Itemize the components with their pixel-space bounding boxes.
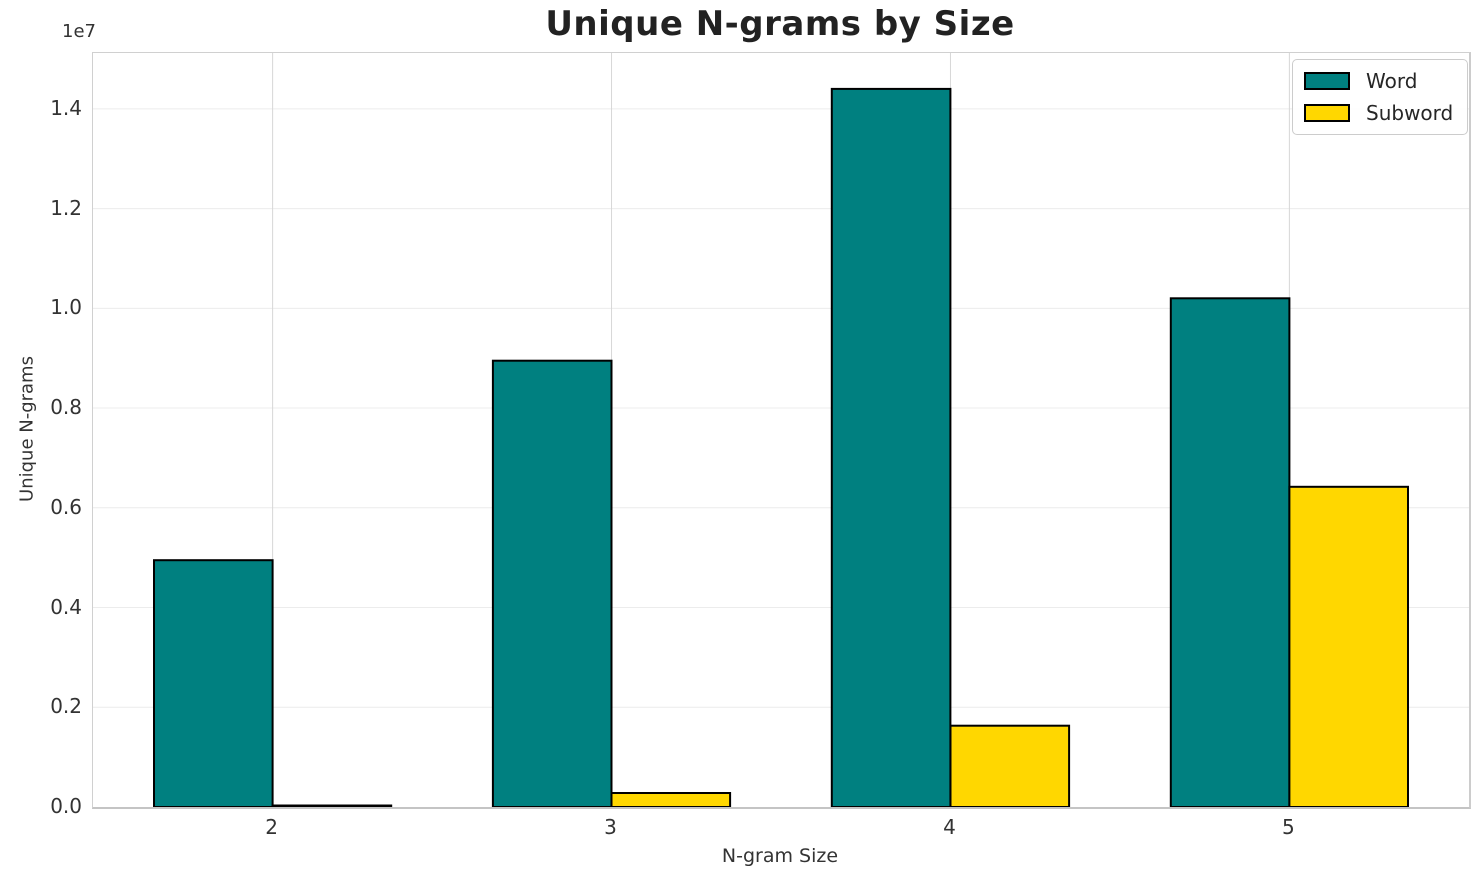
y-tick-label: 0.0: [50, 794, 82, 818]
plot-area: [92, 52, 1471, 809]
y-tick-label: 0.6: [50, 494, 82, 519]
x-axis-label: N-gram Size: [721, 845, 839, 867]
bar-word-4: [830, 87, 952, 807]
y-tick-label: 0.4: [50, 594, 82, 619]
bar-word-2: [153, 559, 274, 807]
x-tick-label: 4: [943, 815, 956, 839]
bar-subword-4: [949, 724, 1071, 807]
bar-word-3: [491, 359, 613, 807]
y-tick-label: 1.0: [50, 295, 82, 320]
legend-label: Subword: [1366, 101, 1454, 125]
legend-label: Word: [1366, 69, 1418, 93]
y-axis-offset-label: 1e7: [62, 21, 96, 42]
bar-word-5: [1169, 297, 1291, 807]
legend-swatch-word: [1304, 72, 1350, 90]
x-tick-label: 3: [604, 815, 617, 839]
chart-canvas: [93, 53, 1469, 807]
x-tick-label: 5: [1281, 815, 1295, 839]
legend: Word Subword: [1292, 59, 1469, 135]
bar-subword-5: [1288, 485, 1410, 807]
legend-swatch-subword: [1304, 104, 1350, 122]
chart-title: Unique N-grams by Size: [545, 4, 1015, 44]
x-tick-label: 2: [265, 815, 278, 839]
bar-subword-2: [271, 804, 393, 807]
y-tick-label: 0.2: [50, 694, 82, 719]
legend-item-subword: Subword: [1304, 102, 1453, 124]
y-tick-label: 0.8: [50, 395, 82, 420]
y-tick-label: 1.4: [50, 95, 82, 120]
y-axis-label: Unique N-grams: [16, 356, 38, 502]
legend-item-word: Word: [1304, 70, 1453, 92]
y-tick-label: 1.2: [50, 195, 82, 220]
bar-subword-3: [610, 792, 732, 807]
